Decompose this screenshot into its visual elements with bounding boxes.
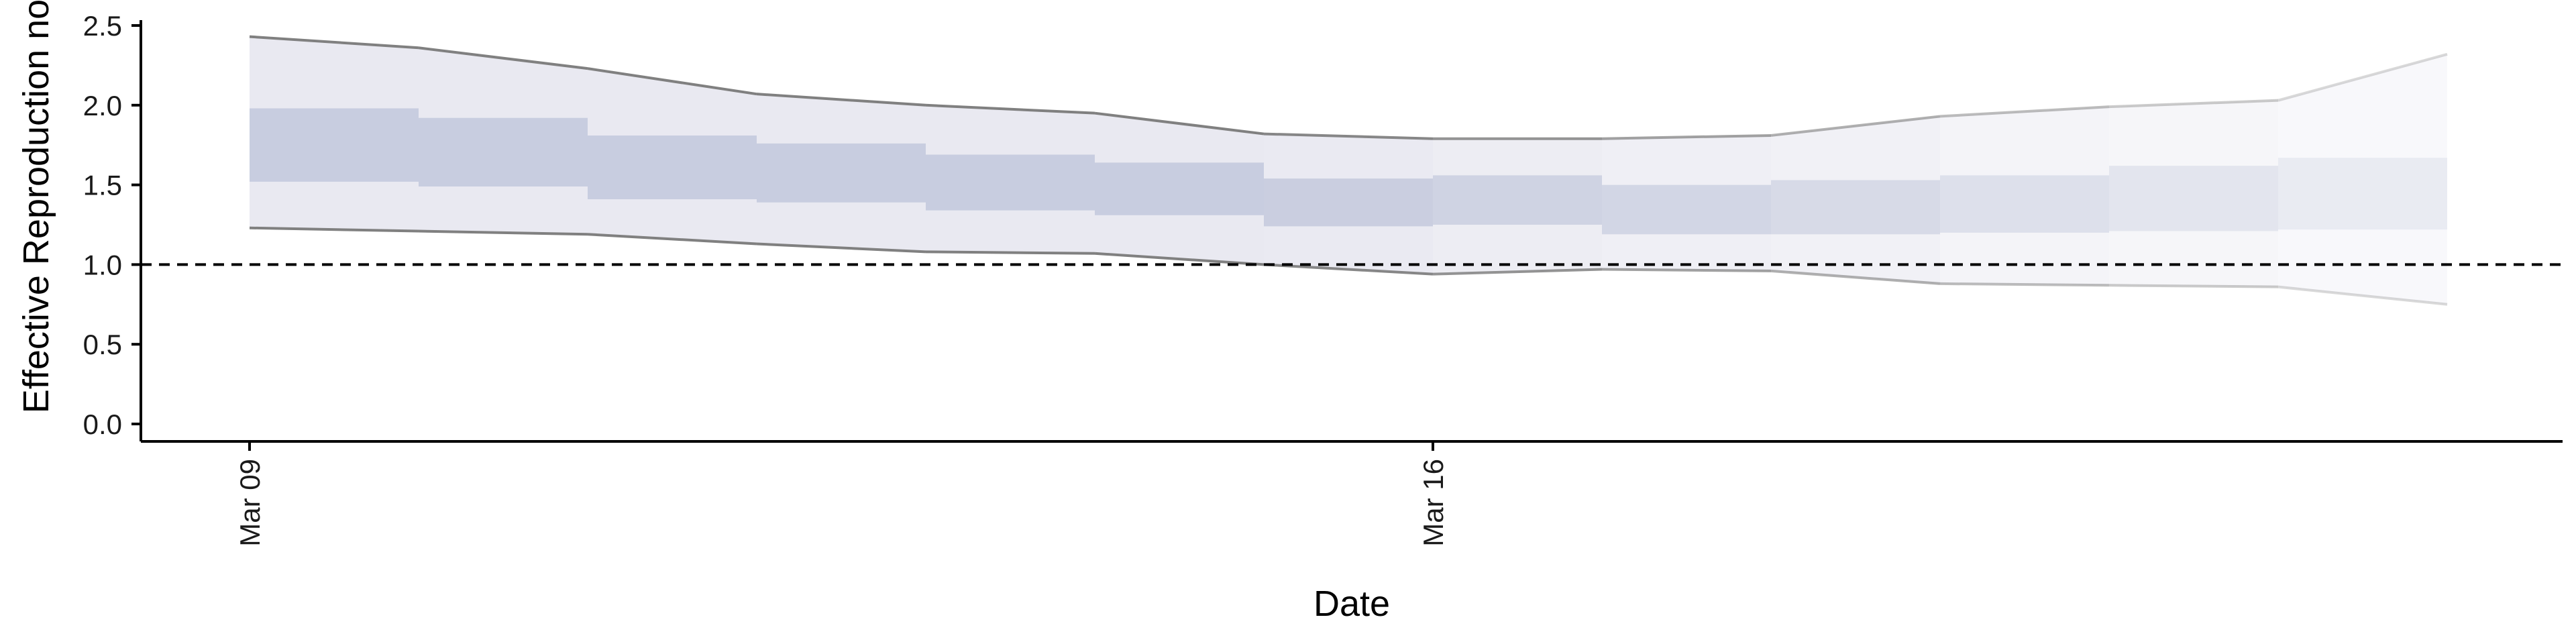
upper-bound-line-segment (2277, 52, 2448, 102)
y-tick-label: 0.5 (83, 329, 122, 360)
lower-bound-line-segment (1432, 268, 1603, 276)
x-axis-title: Date (1313, 584, 1390, 624)
x-tick-label: Mar 09 (234, 459, 266, 547)
upper-bound-line-segment (756, 93, 926, 107)
inner-band-segment (419, 117, 588, 186)
inner-band-segment (2109, 166, 2278, 231)
outer-band-segment (2278, 54, 2447, 305)
lower-bound-line-segment (1601, 268, 1772, 272)
upper-bound-line-segment (587, 67, 757, 96)
upper-bound-line-segment (1770, 115, 1941, 137)
y-tick-label: 2.5 (83, 10, 122, 42)
y-axis-title: Effective Reproduction no. (16, 0, 56, 413)
lower-bound-line-segment (2108, 284, 2279, 288)
outer-band-segment (2109, 100, 2278, 287)
inner-band-segment (588, 135, 757, 199)
lower-bound-line-segment (418, 229, 588, 236)
lower-bound-line-segment (249, 226, 419, 233)
y-tick-label: 2.0 (83, 90, 122, 121)
inner-band-segment (250, 108, 419, 182)
inner-band-segment (1095, 162, 1264, 215)
lower-bound-line-segment (756, 242, 926, 254)
lower-bound-line-segment (1939, 282, 2110, 287)
interval-bound-lines (249, 35, 2448, 306)
upper-bound-line-segment (1939, 105, 2110, 118)
inner-band-segment (1602, 184, 1771, 235)
inner-band-segment (1771, 180, 1940, 235)
inner-band-segment (2278, 158, 2447, 230)
inner-band-segment (926, 154, 1095, 211)
lower-bound-line-segment (1770, 269, 1941, 285)
upper-bound-line-segment (925, 103, 1095, 115)
upper-bound-line-segment (1094, 111, 1265, 136)
inner-band-segment (1940, 175, 2109, 233)
inner-band-segment (1433, 175, 1602, 225)
lower-bound-line-segment (1094, 252, 1265, 266)
lower-bound-line-segment (1263, 263, 1434, 276)
x-axis: Mar 09 Mar 16 (141, 440, 2563, 547)
lower-bound-line-segment (2277, 285, 2448, 306)
upper-bound-line-segment (2108, 99, 2279, 109)
inner-band-segment (1264, 178, 1433, 227)
inner-band-segment (757, 143, 926, 203)
y-tick-label: 1.0 (83, 249, 122, 280)
y-tick-label: 0.0 (83, 409, 122, 440)
x-tick-label: Mar 16 (1417, 459, 1449, 547)
upper-bound-line-segment (418, 46, 588, 70)
lower-bound-line-segment (925, 250, 1095, 255)
credible-interval-bands (250, 36, 2447, 305)
upper-bound-line-segment (249, 35, 419, 50)
lower-bound-line-segment (587, 233, 757, 246)
upper-bound-line-segment (1263, 132, 1434, 140)
y-tick-label: 1.5 (83, 170, 122, 201)
outer-band-segment (1940, 107, 2109, 286)
upper-bound-line-segment (1601, 133, 1772, 140)
y-axis: 0.0 0.5 1.0 1.5 2.0 2.5 (83, 10, 142, 441)
